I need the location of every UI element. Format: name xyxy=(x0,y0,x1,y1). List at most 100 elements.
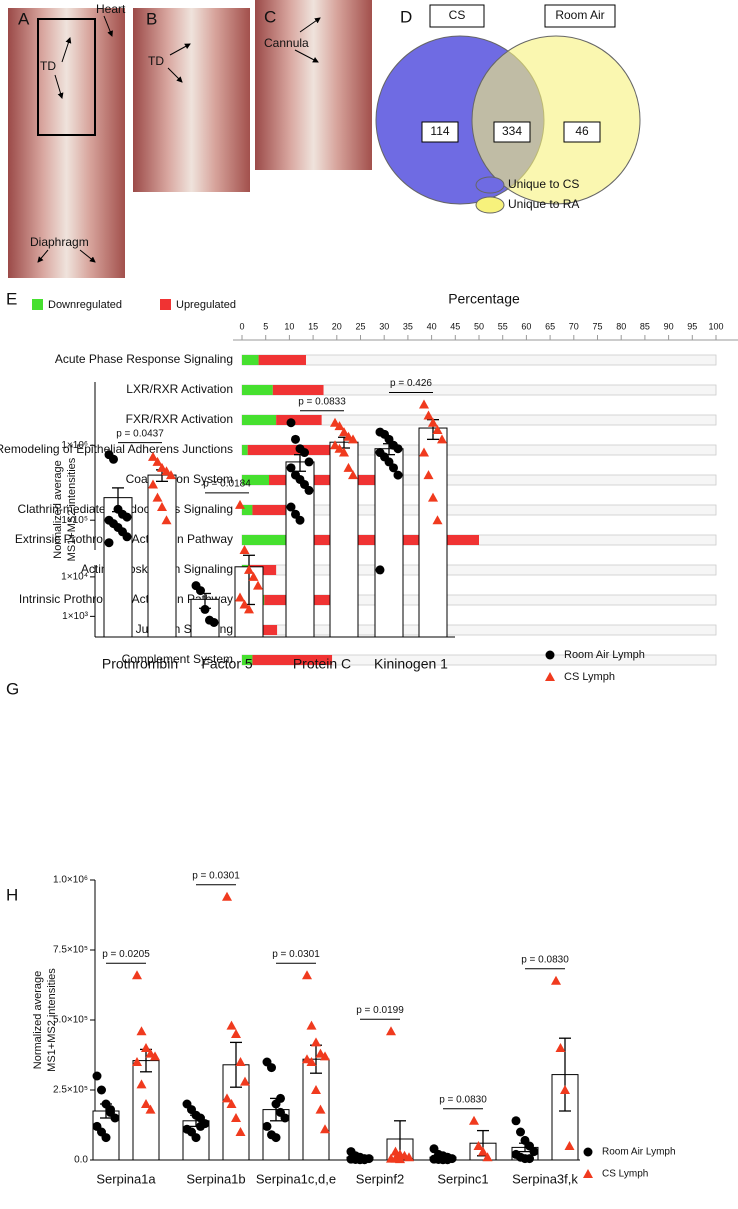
arrow xyxy=(167,67,183,83)
data-point xyxy=(516,1127,525,1137)
data-point xyxy=(231,1113,241,1122)
venn-set xyxy=(471,35,641,205)
y-axis-label: Normalized average xyxy=(32,971,44,1069)
data-point xyxy=(320,1051,330,1061)
legend-label: Downregulated xyxy=(48,299,122,311)
y-tick-label: 0.0 xyxy=(74,1155,88,1166)
photo-label: TD xyxy=(148,54,164,68)
panel-letter: G xyxy=(6,679,19,698)
data-point xyxy=(525,1154,534,1164)
data-point xyxy=(529,1147,539,1157)
arrow xyxy=(54,74,64,99)
data-point xyxy=(97,1085,106,1095)
bar-segment xyxy=(242,655,253,665)
x-tick-label: 35 xyxy=(403,321,413,331)
x-tick-label: 5 xyxy=(263,321,268,331)
x-tick-label: Protein C xyxy=(293,656,351,672)
data-point xyxy=(152,456,163,466)
data-point xyxy=(302,970,312,980)
data-point xyxy=(291,434,300,444)
data-point xyxy=(404,1152,414,1162)
data-point xyxy=(315,1104,326,1114)
photo-label: Cannula xyxy=(264,36,309,50)
data-point xyxy=(141,1043,151,1052)
data-point xyxy=(320,1124,330,1134)
data-point xyxy=(386,1026,396,1036)
set-box xyxy=(429,4,485,28)
data-point xyxy=(235,592,245,602)
legend-swatch xyxy=(475,196,505,214)
data-point xyxy=(248,571,259,581)
p-value: p = 0.426 xyxy=(390,378,432,389)
x-tick-label: 95 xyxy=(687,321,697,331)
data-point xyxy=(104,538,114,548)
x-tick-label: 70 xyxy=(569,321,579,331)
data-point xyxy=(311,1085,321,1094)
data-point xyxy=(222,1093,232,1103)
data-point xyxy=(469,1115,479,1125)
legend-label: Upregulated xyxy=(176,299,236,311)
x-tick-label: Serpina1a xyxy=(96,1171,156,1186)
data-point xyxy=(136,1079,147,1089)
data-point xyxy=(239,599,250,609)
x-tick-label: 65 xyxy=(545,321,555,331)
data-point xyxy=(109,454,118,464)
x-tick-label: Factor 5 xyxy=(201,656,253,672)
data-point xyxy=(209,617,219,627)
x-tick-label: 40 xyxy=(427,321,437,331)
data-point xyxy=(276,1093,285,1103)
legend-swatch xyxy=(160,299,171,310)
data-point xyxy=(306,1057,317,1066)
x-tick-label: 55 xyxy=(498,321,508,331)
data-point xyxy=(101,1133,111,1143)
data-point xyxy=(235,499,245,509)
y-tick-label: 5.0×10⁵ xyxy=(53,1015,88,1026)
data-point xyxy=(306,1020,317,1030)
x-tick-label: Kininogen 1 xyxy=(374,656,448,672)
data-point xyxy=(244,564,254,574)
data-point xyxy=(161,515,172,525)
panel-letter: H xyxy=(6,885,18,904)
data-point xyxy=(132,970,142,980)
legend-swatch xyxy=(583,1169,593,1178)
legend-label: Room Air Lymph xyxy=(564,649,645,661)
arrow xyxy=(79,249,96,263)
bar-segment xyxy=(242,445,248,455)
data-point xyxy=(551,975,561,985)
photo-c xyxy=(255,0,372,170)
legend-label: Room Air Lymph xyxy=(602,1147,676,1158)
data-point xyxy=(393,470,403,480)
data-point xyxy=(161,466,172,476)
data-point xyxy=(330,440,340,450)
data-point xyxy=(334,443,345,453)
panel-letter: C xyxy=(264,7,276,26)
data-point xyxy=(419,399,429,409)
p-value: p = 0.0830 xyxy=(439,1094,487,1105)
data-point xyxy=(478,1146,488,1156)
y-tick-label: 1.0×10⁶ xyxy=(53,875,88,886)
p-value: p = 0.0199 xyxy=(356,1005,404,1016)
data-point xyxy=(428,492,438,502)
data-point xyxy=(226,1020,237,1030)
x-tick-label: Serpinc1 xyxy=(437,1171,488,1186)
bar-segment xyxy=(242,535,304,545)
p-value: p = 0.0205 xyxy=(102,949,150,960)
y-axis-label: MS1+MS2 intensities xyxy=(66,457,78,561)
bar-segment xyxy=(242,505,253,515)
data-point xyxy=(122,532,132,542)
data-point xyxy=(423,410,434,420)
data-point xyxy=(150,1051,160,1061)
data-point xyxy=(511,1116,521,1126)
legend-label: CS Lymph xyxy=(602,1169,648,1180)
data-point xyxy=(240,1076,250,1086)
data-point xyxy=(482,1152,493,1162)
data-point xyxy=(157,462,167,472)
error-bar xyxy=(559,1037,571,1112)
photo-label: Heart xyxy=(96,2,126,16)
legend-swatch xyxy=(545,672,555,681)
axis-title: Percentage xyxy=(448,291,520,307)
data-point xyxy=(145,1104,156,1114)
bar-segment xyxy=(276,415,322,425)
data-point xyxy=(148,479,158,489)
